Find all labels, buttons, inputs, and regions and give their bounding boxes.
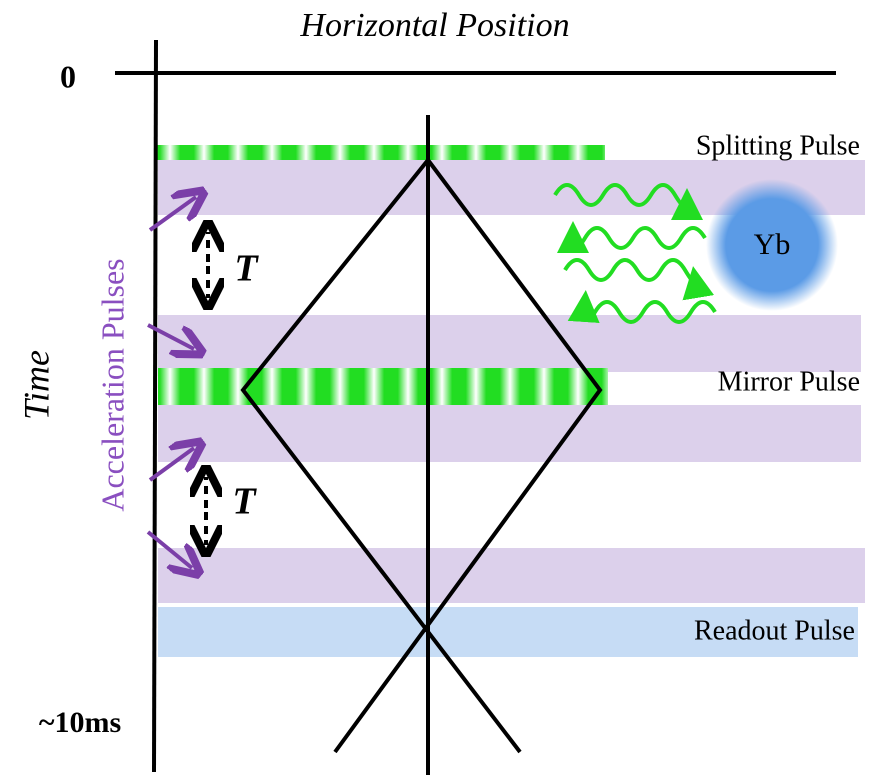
end-label: ~10ms <box>39 706 121 739</box>
origin-label: 0 <box>60 58 76 94</box>
wave <box>565 260 695 283</box>
interval-label: T <box>232 481 257 523</box>
x-label: Horizontal Position <box>299 7 569 44</box>
accel-band <box>158 548 865 603</box>
diagram: Horizontal Position 0 Time ~10ms Acceler… <box>0 0 877 778</box>
splitting-band <box>155 145 605 160</box>
side-label: Acceleration Pulses <box>94 258 130 511</box>
atom-label: Yb <box>754 228 791 261</box>
y-label: Time <box>16 350 56 420</box>
pulse-label: Mirror Pulse <box>718 366 860 397</box>
wave <box>573 228 705 248</box>
pulse-label: Readout Pulse <box>694 615 855 646</box>
pulse-label: Splitting Pulse <box>696 130 860 161</box>
interval-label: T <box>234 248 259 290</box>
mirror-band <box>158 368 608 405</box>
y-axis <box>154 40 156 772</box>
